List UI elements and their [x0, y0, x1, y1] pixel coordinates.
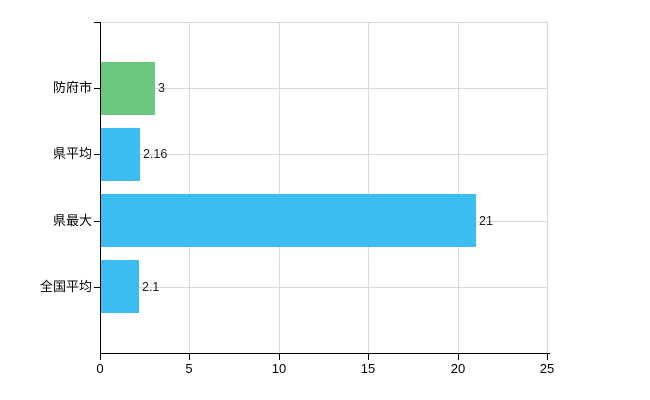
x-axis-tick	[547, 353, 548, 360]
gridline-vertical	[458, 22, 459, 353]
category-label: 県平均	[52, 146, 92, 161]
value-label: 3	[158, 81, 165, 95]
y-axis-line	[100, 22, 101, 353]
plot-top-border	[100, 22, 547, 23]
x-axis-tick	[279, 353, 280, 360]
y-axis-tick	[94, 287, 100, 288]
gridline-vertical	[189, 22, 190, 353]
x-axis-tick	[458, 353, 459, 360]
category-label: 防府市	[52, 80, 92, 95]
x-tick-label: 10	[271, 361, 287, 376]
x-tick-label: 20	[450, 361, 466, 376]
y-axis-tick	[94, 22, 100, 23]
x-tick-label: 5	[185, 361, 193, 376]
gridline-horizontal	[100, 88, 547, 89]
bar-0	[101, 62, 155, 115]
y-axis-tick	[94, 154, 100, 155]
value-label: 2.16	[143, 147, 168, 161]
value-label: 2.1	[142, 280, 160, 294]
bar-3	[101, 260, 139, 313]
gridline-vertical	[279, 22, 280, 353]
x-tick-label: 15	[360, 361, 376, 376]
x-tick-label: 0	[96, 361, 104, 376]
y-axis-tick	[94, 221, 100, 222]
gridline-vertical	[547, 22, 548, 353]
category-label: 全国平均	[39, 279, 92, 294]
x-axis-tick	[100, 353, 101, 360]
x-axis-tick	[189, 353, 190, 360]
bar-1	[101, 128, 140, 181]
x-axis-tick	[368, 353, 369, 360]
gridline-horizontal	[100, 154, 547, 155]
category-label: 県最大	[52, 213, 92, 228]
y-axis-tick	[94, 88, 100, 89]
x-tick-label: 25	[539, 361, 555, 376]
x-axis-line	[100, 353, 550, 354]
gridline-vertical	[368, 22, 369, 353]
bar-2	[101, 194, 476, 247]
value-label: 21	[479, 214, 493, 228]
gridline-horizontal	[100, 287, 547, 288]
